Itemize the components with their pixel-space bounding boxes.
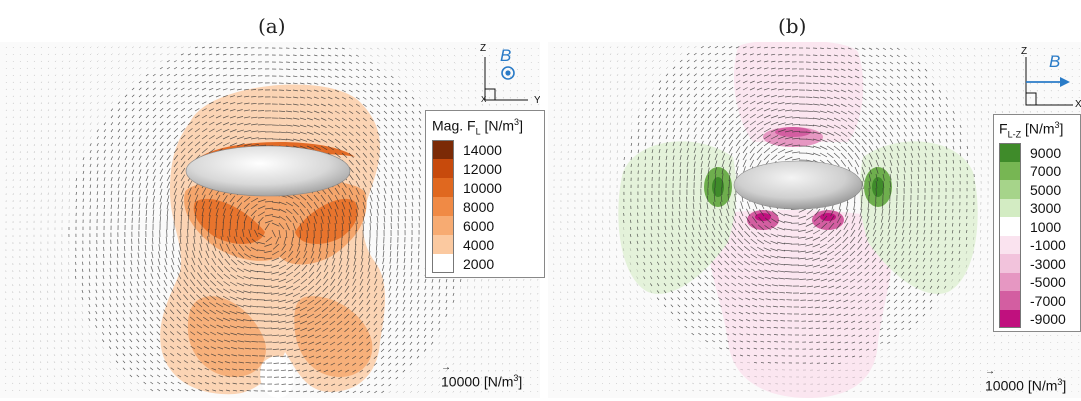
panel-b-plot: Z X B <box>548 42 1081 398</box>
legend-a-value: 14000 <box>463 141 502 158</box>
legend-b-swatch <box>999 180 1021 199</box>
legend-a-value: 8000 <box>463 198 495 215</box>
legend-b-value: 9000 <box>1030 144 1062 161</box>
legend-b-value: -9000 <box>1030 311 1066 328</box>
legend-b-swatch <box>999 217 1021 236</box>
legend-b-entry: -9000 <box>999 309 1075 329</box>
legend-b-value: -3000 <box>1030 255 1066 272</box>
legend-b-entry: 9000 <box>999 143 1075 162</box>
legend-b-swatch <box>999 309 1021 329</box>
legend-a-swatch <box>432 254 454 274</box>
axis-triad-b <box>1025 57 1073 106</box>
legend-a-entry: 2000 <box>432 254 538 274</box>
legend-a-value: 10000 <box>463 179 502 196</box>
legend-a-swatch <box>432 140 454 160</box>
axis-x-label-b: X <box>1075 99 1081 110</box>
legend-b-entry: 7000 <box>999 161 1075 181</box>
legend-a-swatch <box>432 178 454 198</box>
panel-a-label: (a) <box>258 14 286 38</box>
legend-a-swatch <box>432 216 454 236</box>
panel-b-label: (b) <box>778 14 807 38</box>
legend-b-entry: 5000 <box>999 180 1075 199</box>
legend-b-value: -1000 <box>1030 237 1066 254</box>
magnetic-field-symbol-b: B <box>1049 52 1061 71</box>
contour-level-10000 <box>193 198 265 244</box>
legend-a-entry: 6000 <box>432 216 538 236</box>
legend-b-value: -5000 <box>1030 274 1066 291</box>
legend-a-entry: 14000 <box>432 140 538 160</box>
legend-a-value: 12000 <box>463 160 502 177</box>
scale-vector-a: → 10000 [N/m3] <box>441 362 523 390</box>
legend-b-entry: -3000 <box>999 254 1075 273</box>
legend-a-title: Mag. FL [N/m3] <box>432 117 523 137</box>
legend-a: Mag. FL [N/m3] 14000 12000 10000 8000 6000 40… <box>425 110 545 279</box>
legend-a-entry: 4000 <box>432 235 538 255</box>
droplet-body-b <box>733 160 863 210</box>
legend-a-entry: 12000 <box>432 159 538 179</box>
legend-b-swatch <box>999 198 1021 218</box>
lorentz-z-contours <box>618 42 978 398</box>
legend-b: FL-Z [N/m3] 9000 7000 5000 3000 1000 -1000 -30… <box>993 114 1081 333</box>
legend-a-entry: 10000 <box>432 178 538 198</box>
force-vector-field-a <box>5 46 539 394</box>
axis-z-label-a: Z <box>480 43 487 54</box>
legend-b-entry: 3000 <box>999 198 1075 218</box>
contour-level-6000-lower <box>187 296 266 377</box>
legend-b-value: 1000 <box>1030 218 1062 235</box>
legend-b-value: 3000 <box>1030 200 1062 217</box>
panel-a-canvas <box>5 46 539 398</box>
legend-a-value: 6000 <box>463 217 495 234</box>
legend-b-value: 5000 <box>1030 181 1062 198</box>
panel-b-canvas <box>553 42 1080 398</box>
legend-b-swatch <box>999 143 1021 162</box>
legend-a-value: 4000 <box>463 236 495 253</box>
legend-b-entry: -1000 <box>999 235 1075 255</box>
legend-b-swatch <box>999 291 1021 310</box>
legend-b-entry: 1000 <box>999 217 1075 236</box>
legend-b-value: 7000 <box>1030 163 1062 180</box>
legend-b-swatch <box>999 272 1021 292</box>
scale-vector-b: → 10000 [N/m3] <box>985 366 1067 394</box>
axis-x-label-a: X <box>481 95 487 104</box>
legend-b-swatch <box>999 161 1021 181</box>
droplet-body-a <box>185 145 351 197</box>
legend-a-swatch <box>432 159 454 179</box>
force-magnitude-contours <box>160 84 385 398</box>
axis-z-label-b: Z <box>1021 46 1028 57</box>
contour-level-6000-lower-right <box>294 296 373 377</box>
legend-a-swatch <box>432 235 454 255</box>
legend-b-entry: -5000 <box>999 272 1075 292</box>
legend-a-value: 2000 <box>463 255 495 272</box>
legend-b-title: FL-Z [N/m3] <box>999 120 1064 140</box>
magnetic-field-symbol-a: B <box>500 46 512 65</box>
axis-y-label-a: Y <box>534 95 540 106</box>
legend-b-entry: -7000 <box>999 291 1075 310</box>
legend-b-swatch <box>999 254 1021 273</box>
field-out-of-plane-icon <box>501 66 515 80</box>
legend-a-swatch <box>432 197 454 217</box>
axis-triad-a <box>484 57 528 101</box>
contour-negative-lower <box>707 210 895 398</box>
legend-a-entry: 8000 <box>432 197 538 217</box>
legend-b-swatch <box>999 235 1021 255</box>
legend-b-value: -7000 <box>1030 292 1066 309</box>
